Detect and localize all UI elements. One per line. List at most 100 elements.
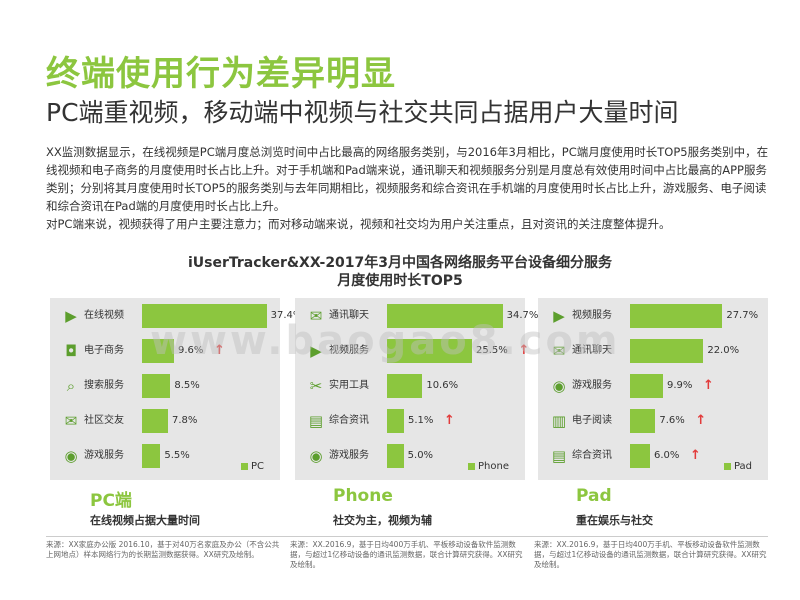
value-label: 9.6%	[178, 345, 204, 356]
category-label: 游戏服务	[84, 450, 124, 461]
chat-icon: ✉	[552, 342, 566, 360]
source-note-phone: 来源：XX.2016.9，基于日均400万手机、平板移动设备软件监测数据，与超过…	[290, 540, 523, 569]
value-label: 25.5%	[476, 345, 508, 356]
chart-row: ◘ 电子商务 9.6% ↑	[50, 337, 280, 365]
legend-swatch	[723, 462, 731, 470]
category-label: 搜索服务	[84, 380, 124, 391]
chart-row: ✉ 通讯聊天 34.7%	[295, 302, 538, 330]
bar	[630, 304, 723, 328]
chart-legend: Pad	[723, 461, 752, 472]
news-icon: ▤	[551, 447, 567, 465]
source-note-pc: 来源：XX家庭办公版 2016.10，基于对40万名家庭及办公（不含公共上网地点…	[46, 540, 280, 559]
gamepad-icon: ◉	[552, 377, 566, 395]
category-label: 实用工具	[329, 380, 369, 391]
book-icon: ▥	[551, 412, 567, 430]
bar	[387, 304, 503, 328]
tools-icon: ✂	[309, 377, 323, 395]
value-label: 27.7%	[726, 310, 759, 321]
category-label: 社区交友	[84, 415, 124, 426]
body-text: XX监测数据显示，在线视频是PC端月度总浏览时间中占比最高的网络服务类别，与20…	[46, 143, 774, 233]
value-label: 8.5%	[174, 380, 200, 391]
value-label: 7.6%	[659, 415, 685, 426]
bar	[630, 339, 704, 363]
chart-panel-phone: ✉ 通讯聊天 34.7% ▶ 视频服务 25.5% ↑ ✂ 实用工具 10.6% ▤ 综合资讯 5.1%…	[295, 298, 538, 480]
chart-row: ◉ 游戏服务 5.5%	[50, 442, 280, 470]
device-desc-pad: 重在娱乐与社交	[576, 514, 653, 527]
bar	[142, 444, 161, 468]
chat-icon: ✉	[64, 412, 78, 430]
chart-legend: PC	[240, 461, 264, 472]
category-label: 在线视频	[84, 310, 124, 321]
category-label: 通讯聊天	[572, 345, 612, 356]
bar	[387, 339, 472, 363]
bar	[142, 409, 168, 433]
chart-panel-pc: ▶ 在线视频 37.4% ↑◘ 电子商务 9.6% ↑ ⌕ 搜索服务 8.5% ✉ 社区交友 7.8% ◉…	[50, 298, 324, 480]
chart-row: ✉ 通讯聊天 22.0%	[538, 337, 768, 365]
bar	[387, 444, 404, 468]
chart-legend: Phone	[468, 461, 509, 472]
bar	[387, 374, 423, 398]
up-arrow-icon: ↑	[214, 343, 225, 358]
value-label: 5.0%	[407, 450, 434, 461]
category-label: 游戏服务	[329, 450, 369, 461]
legend-label: PC	[250, 461, 264, 472]
video-icon: ▶	[310, 342, 322, 360]
chart-row: ✂ 实用工具 10.6%	[295, 372, 525, 400]
bar	[142, 374, 171, 398]
chart-title-line-2: 月度使用时长TOP5	[337, 273, 463, 289]
legend-label: Pad	[733, 461, 752, 472]
source-note-pad: 来源：XX.2016.9，基于日均400万手机、平板移动设备软件监测数据，与超过…	[534, 540, 767, 569]
category-label: 电子商务	[84, 345, 124, 356]
chart-row: ▶ 视频服务 27.7%	[538, 302, 768, 330]
device-desc-pc: 在线视频占据大量时间	[90, 514, 200, 527]
chart-row: ▥ 电子阅读 7.6% ↑	[538, 407, 768, 435]
value-label: 6.0%	[654, 450, 680, 461]
bar	[142, 304, 267, 328]
bar	[142, 339, 174, 363]
chart-panel-pad: ▶ 视频服务 27.7% ✉ 通讯聊天 22.0% ◉ 游戏服务 9.9% ↑ ▥ 电子阅读 7.6% ↑…	[538, 298, 768, 480]
value-label: 34.7%	[506, 310, 539, 321]
video-icon: ▶	[65, 307, 77, 325]
legend-swatch	[240, 462, 248, 470]
bar	[630, 374, 663, 398]
gamepad-icon: ◉	[309, 447, 323, 465]
chart-row: ▤ 综合资讯 5.1% ↑	[295, 407, 525, 435]
video-icon: ▶	[553, 307, 565, 325]
footer-divider	[46, 536, 768, 537]
chat-icon: ✉	[309, 307, 323, 325]
category-label: 视频服务	[329, 345, 369, 356]
device-name-pad: Pad	[576, 486, 612, 506]
cart-icon: ◘	[65, 342, 77, 360]
chart-row: ▤ 综合资讯 6.0% ↑	[538, 442, 768, 470]
page-subtitle: PC端重视频，移动端中视频与社交共同占据用户大量时间	[46, 98, 679, 127]
legend-swatch	[468, 462, 476, 470]
body-paragraph-2: 对PC端来说，视频获得了用户主要注意力；而对移动端来说，视频和社交均为用户关注重…	[46, 217, 671, 231]
chart-row: ✉ 社区交友 7.8%	[50, 407, 280, 435]
category-label: 综合资讯	[329, 415, 369, 426]
device-name-phone: Phone	[333, 486, 393, 506]
gamepad-icon: ◉	[64, 447, 78, 465]
chart-row: ⌕ 搜索服务 8.5%	[50, 372, 280, 400]
value-label: 5.1%	[408, 415, 434, 426]
bar	[630, 444, 650, 468]
chart-row: ◉ 游戏服务 9.9% ↑	[538, 372, 768, 400]
value-label: 37.4%	[270, 310, 303, 321]
up-arrow-icon: ↑	[703, 378, 714, 393]
category-label: 通讯聊天	[329, 310, 369, 321]
body-paragraph-1: XX监测数据显示，在线视频是PC端月度总浏览时间中占比最高的网络服务类别，与20…	[46, 145, 769, 213]
category-label: 电子阅读	[572, 415, 612, 426]
up-arrow-icon: ↑	[518, 343, 530, 358]
up-arrow-icon: ↑	[444, 413, 455, 428]
value-label: 22.0%	[707, 345, 740, 356]
value-label: 5.5%	[164, 450, 190, 461]
device-desc-phone: 社交为主，视频为辅	[333, 514, 432, 527]
value-label: 9.9%	[667, 380, 693, 391]
search-icon: ⌕	[66, 377, 76, 395]
category-label: 游戏服务	[572, 380, 612, 391]
value-label: 7.8%	[172, 415, 198, 426]
device-name-pc: PC端	[90, 491, 132, 511]
page-title: 终端使用行为差异明显	[46, 54, 396, 94]
category-label: 视频服务	[572, 310, 612, 321]
chart-row: ▶ 视频服务 25.5% ↑	[295, 337, 529, 365]
